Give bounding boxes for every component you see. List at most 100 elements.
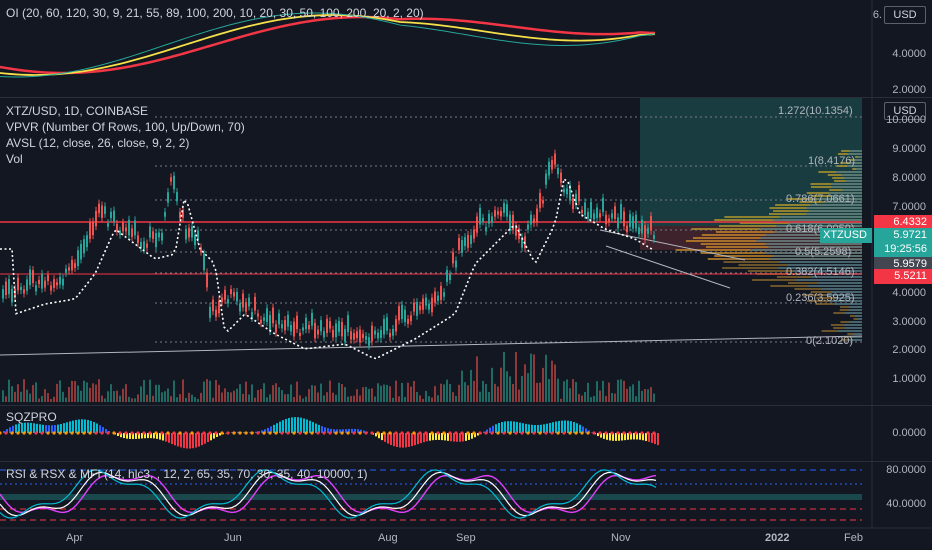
price-candle bbox=[281, 324, 283, 329]
squeeze-bar bbox=[534, 424, 536, 433]
indicator-vpvr[interactable]: VPVR (Number Of Rows, 100, Up/Down, 70) bbox=[6, 120, 245, 134]
main-currency-button[interactable]: USD bbox=[884, 102, 926, 120]
squeeze-bar bbox=[402, 433, 404, 448]
volume-bar bbox=[161, 392, 163, 402]
pane-separator[interactable] bbox=[0, 461, 932, 462]
oi-ma-line bbox=[0, 15, 656, 75]
squeeze-dot bbox=[328, 431, 332, 435]
squeeze-bar bbox=[399, 433, 401, 448]
price-candle bbox=[398, 306, 400, 321]
symbol-title[interactable]: XTZ/USD, 1D, COINBASE bbox=[6, 104, 149, 118]
volume-bar bbox=[611, 393, 613, 402]
volume-bar bbox=[497, 386, 499, 402]
price-candle bbox=[92, 221, 94, 236]
price-candle bbox=[128, 219, 130, 236]
price-candle bbox=[152, 231, 154, 239]
squeeze-dot bbox=[88, 431, 92, 435]
squeeze-dot bbox=[316, 431, 320, 435]
squeeze-bar bbox=[90, 420, 92, 433]
volume-bar bbox=[476, 356, 478, 402]
squeeze-bar bbox=[615, 433, 617, 441]
price-candle bbox=[293, 321, 295, 337]
pane-separator[interactable] bbox=[0, 405, 932, 406]
squeeze-bar bbox=[6, 429, 8, 433]
squeeze-dot bbox=[166, 431, 170, 435]
squeeze-bar bbox=[501, 422, 503, 433]
price-candle bbox=[266, 308, 268, 323]
volume-bar bbox=[614, 393, 616, 402]
volume-bar bbox=[458, 384, 460, 402]
price-candle bbox=[110, 211, 112, 219]
squeeze-bar bbox=[312, 422, 314, 433]
volume-bar bbox=[113, 391, 115, 402]
squeeze-bar bbox=[75, 419, 77, 433]
volume-bar bbox=[59, 380, 61, 402]
volume-bar bbox=[116, 390, 118, 402]
price-candle bbox=[539, 192, 541, 209]
volume-bar bbox=[260, 389, 262, 402]
volume-bar bbox=[383, 384, 385, 402]
oi-indicator-title[interactable]: OI (20, 60, 120, 30, 9, 21, 55, 89, 100,… bbox=[6, 6, 424, 20]
rsi-title[interactable]: RSI & RSX & MFI (14, hlc3, , 12, 2, 65, … bbox=[6, 467, 368, 481]
price-candle bbox=[413, 302, 415, 312]
squeeze-bar bbox=[321, 426, 323, 433]
volume-bar bbox=[230, 392, 232, 402]
price-candle bbox=[416, 302, 418, 316]
squeeze-bar bbox=[531, 424, 533, 433]
squeeze-bar bbox=[48, 425, 50, 433]
indicator-avsl[interactable]: AVSL (12, close, 26, close, 9, 2, 2) bbox=[6, 136, 190, 150]
squeeze-bar bbox=[471, 433, 473, 439]
price-candle bbox=[404, 309, 406, 323]
squeeze-bar bbox=[99, 425, 101, 433]
squeeze-bar bbox=[300, 417, 302, 433]
volume-profile-bar bbox=[831, 291, 862, 293]
volume-profile-bar bbox=[776, 225, 862, 227]
squeeze-bar bbox=[540, 424, 542, 433]
volume-bar bbox=[293, 397, 295, 402]
squeeze-dot bbox=[142, 431, 146, 435]
price-candle bbox=[305, 317, 307, 330]
volume-bar bbox=[311, 385, 313, 402]
squeeze-dot bbox=[250, 431, 254, 435]
last-price-tag: 5.9721 bbox=[874, 228, 932, 243]
price-candle bbox=[605, 214, 607, 225]
volume-profile-bar bbox=[808, 210, 862, 212]
volume-bar bbox=[239, 384, 241, 402]
volume-bar bbox=[203, 381, 205, 402]
volume-bar bbox=[587, 382, 589, 402]
squeeze-bar bbox=[546, 423, 548, 433]
sqzpro-title[interactable]: SQZPRO bbox=[6, 410, 57, 424]
volume-bar bbox=[209, 380, 211, 402]
volume-bar bbox=[395, 380, 397, 402]
oi-currency-button[interactable]: USD bbox=[884, 6, 926, 24]
volume-bar bbox=[617, 379, 619, 402]
squeeze-bar bbox=[249, 432, 251, 433]
squeeze-bar bbox=[153, 433, 155, 439]
volume-profile-bar bbox=[809, 204, 862, 206]
squeeze-dot bbox=[244, 431, 248, 435]
pane-separator[interactable] bbox=[0, 97, 932, 98]
squeeze-bar bbox=[558, 420, 560, 433]
volume-profile-bar bbox=[768, 246, 862, 248]
squeeze-dot bbox=[508, 431, 512, 435]
price-candle bbox=[455, 260, 457, 268]
fib-level-label: 0.786(7.0661) bbox=[786, 193, 855, 205]
price-candle bbox=[209, 306, 211, 318]
price-candle bbox=[68, 267, 70, 271]
volume-bar bbox=[347, 396, 349, 402]
squeeze-bar bbox=[315, 423, 317, 433]
price-candle bbox=[377, 332, 379, 339]
volume-bar bbox=[149, 379, 151, 402]
squeeze-dot bbox=[118, 431, 122, 435]
price-candle bbox=[308, 325, 310, 330]
price-candle bbox=[239, 303, 241, 312]
squeeze-bar bbox=[645, 433, 647, 441]
price-candle bbox=[248, 297, 250, 307]
price-candle bbox=[11, 288, 13, 303]
indicator-vol[interactable]: Vol bbox=[6, 152, 23, 166]
squeeze-bar bbox=[630, 433, 632, 440]
price-candle bbox=[125, 227, 127, 232]
volume-bar bbox=[38, 398, 40, 402]
volume-bar bbox=[464, 382, 466, 402]
